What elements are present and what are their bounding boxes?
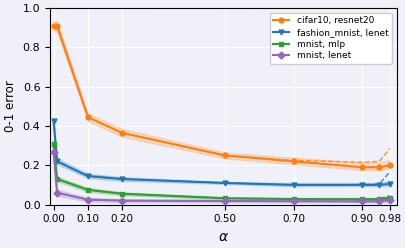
cifar10, resnet20 <box>51 24 56 27</box>
Line: cifar10, resnet20: cifar10, resnet20 <box>51 23 391 170</box>
fashion_mnist, lenet <box>376 184 381 186</box>
Y-axis label: 0-1 error: 0-1 error <box>4 80 17 132</box>
cifar10, resnet20 <box>290 160 295 163</box>
mnist, mlp <box>222 197 227 200</box>
cifar10, resnet20 <box>386 164 391 167</box>
cifar10, resnet20 <box>359 166 364 169</box>
mnist, lenet <box>290 200 295 203</box>
Legend: cifar10, resnet20, fashion_mnist, lenet, mnist, mlp, mnist, lenet: cifar10, resnet20, fashion_mnist, lenet,… <box>269 13 391 64</box>
fashion_mnist, lenet <box>386 183 391 186</box>
Line: mnist, mlp: mnist, mlp <box>51 141 391 202</box>
mnist, lenet <box>386 199 391 202</box>
cifar10, resnet20 <box>55 24 60 27</box>
fashion_mnist, lenet <box>55 160 60 163</box>
fashion_mnist, lenet <box>119 178 124 181</box>
mnist, mlp <box>55 178 60 181</box>
mnist, lenet <box>222 200 227 203</box>
mnist, mlp <box>376 198 381 201</box>
fashion_mnist, lenet <box>290 184 295 186</box>
mnist, mlp <box>85 188 90 191</box>
fashion_mnist, lenet <box>51 120 56 123</box>
fashion_mnist, lenet <box>85 175 90 178</box>
mnist, lenet <box>119 199 124 202</box>
mnist, lenet <box>376 200 381 203</box>
mnist, mlp <box>290 198 295 201</box>
cifar10, resnet20 <box>222 154 227 157</box>
mnist, lenet <box>55 191 60 194</box>
cifar10, resnet20 <box>376 166 381 169</box>
cifar10, resnet20 <box>119 131 124 134</box>
mnist, mlp <box>119 192 124 195</box>
cifar10, resnet20 <box>85 116 90 119</box>
fashion_mnist, lenet <box>222 182 227 185</box>
mnist, mlp <box>386 196 391 199</box>
mnist, mlp <box>51 142 56 145</box>
mnist, lenet <box>51 150 56 153</box>
X-axis label: α: α <box>218 230 227 244</box>
mnist, mlp <box>359 198 364 201</box>
Line: mnist, lenet: mnist, lenet <box>51 149 391 204</box>
Line: fashion_mnist, lenet: fashion_mnist, lenet <box>51 119 391 187</box>
fashion_mnist, lenet <box>359 184 364 186</box>
mnist, lenet <box>359 200 364 203</box>
mnist, lenet <box>85 198 90 201</box>
